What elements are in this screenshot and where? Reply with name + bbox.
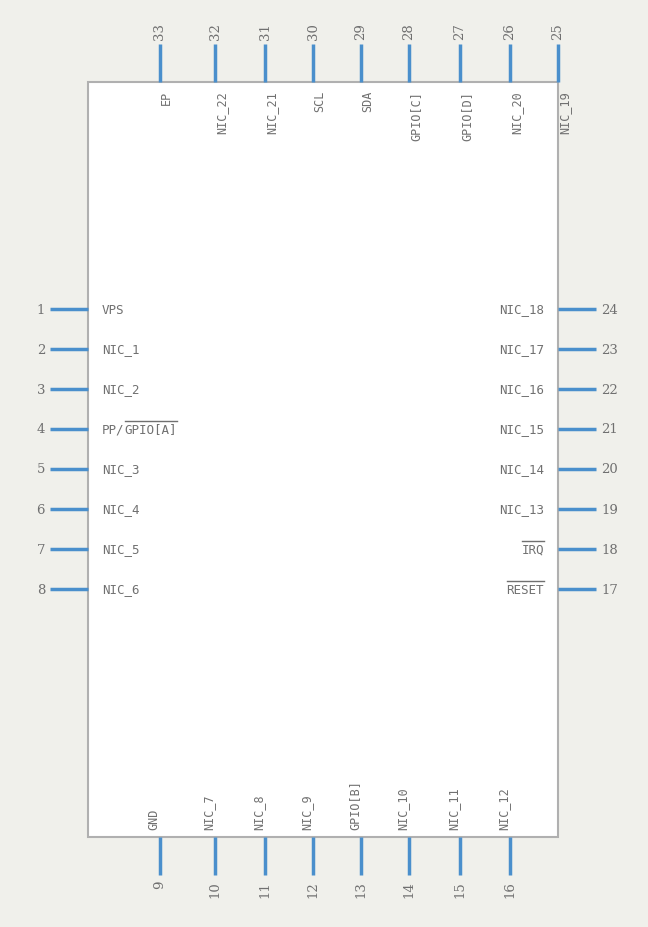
Text: NIC_8: NIC_8 <box>252 794 265 829</box>
Text: IRQ: IRQ <box>522 543 544 556</box>
Text: 25: 25 <box>551 23 564 40</box>
Text: 15: 15 <box>454 880 467 896</box>
Text: 21: 21 <box>601 423 618 436</box>
Text: 32: 32 <box>209 23 222 40</box>
Text: 3: 3 <box>36 383 45 396</box>
Text: 31: 31 <box>259 23 272 40</box>
Text: VPS: VPS <box>102 303 124 316</box>
Text: 19: 19 <box>601 503 618 516</box>
Text: NIC_20: NIC_20 <box>510 91 523 133</box>
Text: 2: 2 <box>37 343 45 356</box>
Text: NIC_16: NIC_16 <box>499 383 544 396</box>
Text: PP/: PP/ <box>102 423 124 436</box>
Text: 18: 18 <box>601 543 618 556</box>
Text: 14: 14 <box>402 880 415 896</box>
Text: 33: 33 <box>154 23 167 40</box>
Text: NIC_12: NIC_12 <box>497 786 510 829</box>
Text: SCL: SCL <box>313 91 326 112</box>
Text: 9: 9 <box>154 880 167 889</box>
Text: 11: 11 <box>259 880 272 896</box>
Text: NIC_19: NIC_19 <box>558 91 571 133</box>
Text: 28: 28 <box>402 23 415 40</box>
Text: 1: 1 <box>37 303 45 316</box>
Text: NIC_10: NIC_10 <box>396 786 409 829</box>
Text: 4: 4 <box>37 423 45 436</box>
Text: 29: 29 <box>354 23 367 40</box>
Text: 5: 5 <box>37 463 45 476</box>
Text: NIC_17: NIC_17 <box>499 343 544 356</box>
Text: NIC_15: NIC_15 <box>499 423 544 436</box>
Text: 17: 17 <box>601 583 618 596</box>
Text: GPIO[A]: GPIO[A] <box>124 423 177 436</box>
Text: 10: 10 <box>209 880 222 896</box>
Text: NIC_5: NIC_5 <box>102 543 139 556</box>
Text: 20: 20 <box>601 463 618 476</box>
Text: GPIO[B]: GPIO[B] <box>348 780 361 829</box>
Text: 6: 6 <box>36 503 45 516</box>
Text: NIC_13: NIC_13 <box>499 503 544 516</box>
Text: NIC_18: NIC_18 <box>499 303 544 316</box>
Bar <box>88 83 558 837</box>
Text: EP: EP <box>160 91 173 105</box>
Text: NIC_4: NIC_4 <box>102 503 139 516</box>
Text: 7: 7 <box>36 543 45 556</box>
Text: GND: GND <box>147 807 160 829</box>
Text: 23: 23 <box>601 343 618 356</box>
Text: NIC_3: NIC_3 <box>102 463 139 476</box>
Text: 24: 24 <box>601 303 618 316</box>
Text: NIC_2: NIC_2 <box>102 383 139 396</box>
Text: NIC_11: NIC_11 <box>447 786 460 829</box>
Text: NIC_22: NIC_22 <box>215 91 228 133</box>
Text: 30: 30 <box>307 23 319 40</box>
Text: 12: 12 <box>307 880 319 896</box>
Text: 13: 13 <box>354 880 367 897</box>
Text: RESET: RESET <box>507 583 544 596</box>
Text: NIC_14: NIC_14 <box>499 463 544 476</box>
Text: 16: 16 <box>503 880 516 897</box>
Text: 27: 27 <box>454 23 467 40</box>
Text: GPIO[D]: GPIO[D] <box>460 91 473 141</box>
Text: NIC_1: NIC_1 <box>102 343 139 356</box>
Text: GPIO[C]: GPIO[C] <box>409 91 422 141</box>
Text: 26: 26 <box>503 23 516 40</box>
Text: NIC_21: NIC_21 <box>265 91 278 133</box>
Text: SDA: SDA <box>361 91 374 112</box>
Text: 22: 22 <box>601 383 618 396</box>
Text: 8: 8 <box>37 583 45 596</box>
Text: NIC_7: NIC_7 <box>202 794 215 829</box>
Text: NIC_6: NIC_6 <box>102 583 139 596</box>
Text: NIC_9: NIC_9 <box>300 794 313 829</box>
